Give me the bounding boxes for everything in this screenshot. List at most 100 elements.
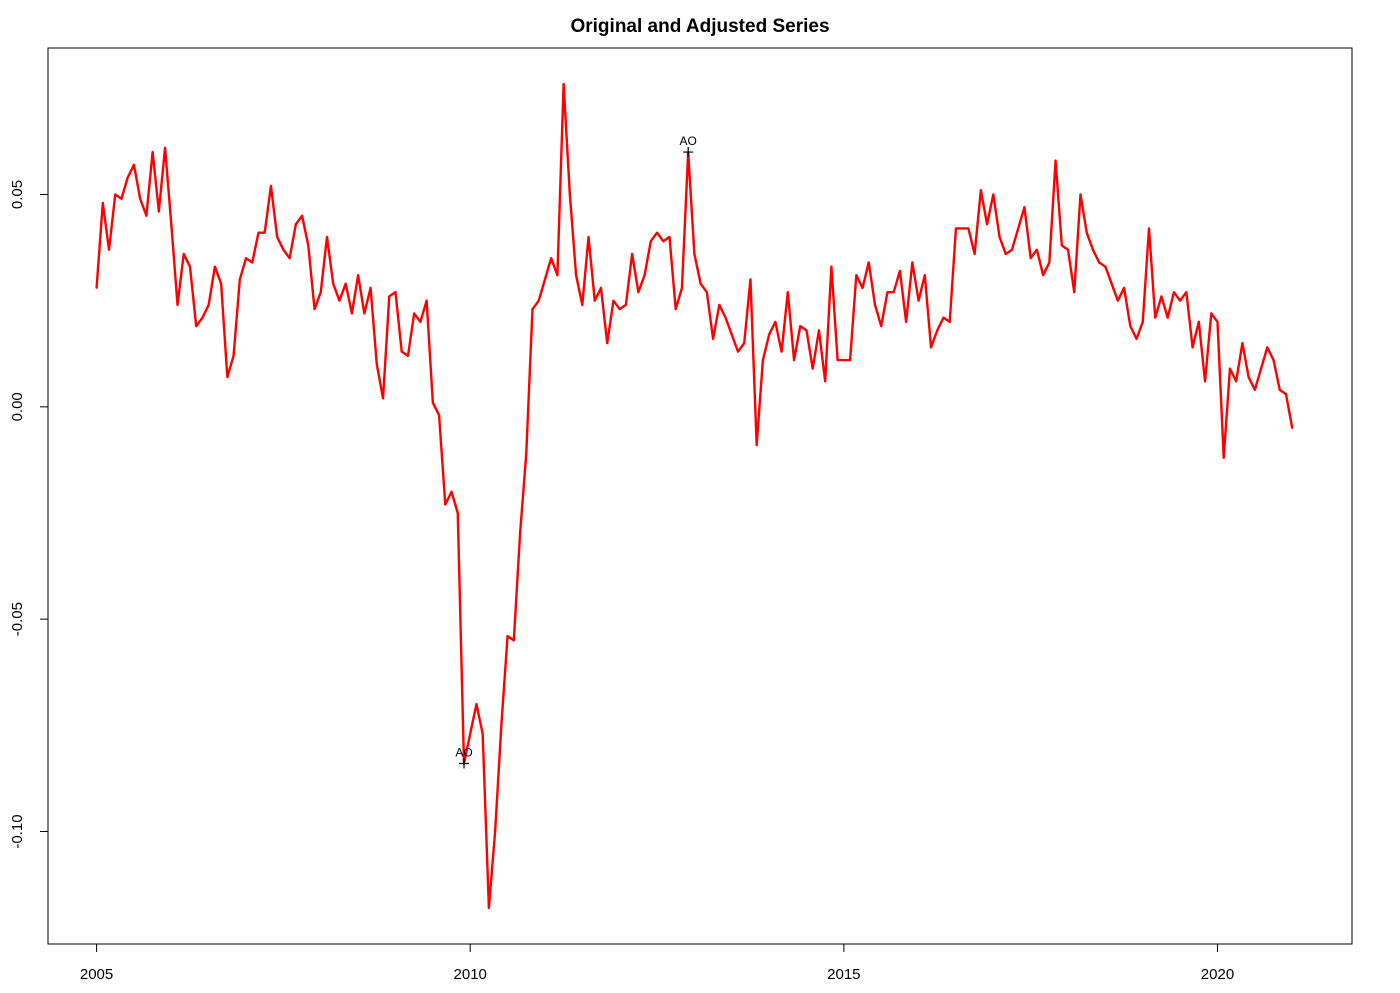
- data-point: [506, 635, 509, 638]
- data-point: [487, 906, 490, 909]
- data-point: [1129, 325, 1132, 328]
- data-point: [786, 291, 789, 294]
- data-point: [164, 146, 167, 149]
- data-point: [886, 291, 889, 294]
- data-point: [986, 223, 989, 226]
- data-point: [1166, 316, 1169, 319]
- data-point: [1010, 248, 1013, 251]
- data-point: [749, 278, 752, 281]
- data-point: [332, 282, 335, 285]
- data-point: [1091, 248, 1094, 251]
- data-point: [780, 350, 783, 353]
- x-tick-label: 2015: [827, 966, 860, 983]
- data-point: [930, 346, 933, 349]
- data-point: [1147, 227, 1150, 230]
- data-point: [1073, 291, 1076, 294]
- x-tick-label: 2005: [80, 966, 113, 983]
- data-point: [220, 282, 223, 285]
- data-point: [301, 214, 304, 217]
- data-point: [481, 732, 484, 735]
- data-point: [1085, 231, 1088, 234]
- chart-title: Original and Adjusted Series: [570, 16, 829, 37]
- data-point: [1054, 159, 1057, 162]
- data-point: [375, 363, 378, 366]
- data-point: [400, 350, 403, 353]
- x-axis: 2005 2010 2015 2020: [80, 944, 1234, 983]
- annotation-layer: AO AO: [455, 134, 697, 769]
- data-point: [269, 185, 272, 188]
- data-point: [581, 303, 584, 306]
- data-point: [388, 295, 391, 298]
- data-point: [1291, 427, 1294, 430]
- data-point: [905, 320, 908, 323]
- data-point: [1048, 261, 1051, 264]
- data-point: [550, 257, 553, 260]
- data-point: [973, 252, 976, 255]
- data-point: [1185, 291, 1188, 294]
- data-point: [768, 333, 771, 336]
- data-point: [114, 193, 117, 196]
- data-point: [1042, 274, 1045, 277]
- data-point: [126, 176, 129, 179]
- data-point: [637, 291, 640, 294]
- data-point: [643, 274, 646, 277]
- series-layer: [95, 82, 1294, 910]
- data-point: [120, 197, 123, 200]
- data-point: [948, 320, 951, 323]
- series-line: [95, 82, 1294, 910]
- data-point: [512, 639, 515, 642]
- data-point: [575, 274, 578, 277]
- data-point: [145, 214, 148, 217]
- data-point: [176, 303, 179, 306]
- data-point: [294, 223, 297, 226]
- data-point: [842, 359, 845, 362]
- data-point: [257, 231, 260, 234]
- data-point: [817, 329, 820, 332]
- data-point: [824, 380, 827, 383]
- data-point: [1067, 248, 1070, 251]
- data-point: [1272, 359, 1275, 362]
- y-tick-label: -0.10: [9, 814, 26, 848]
- data-point: [406, 354, 409, 357]
- data-point: [425, 299, 428, 302]
- data-point: [861, 286, 864, 289]
- data-point: [718, 303, 721, 306]
- data-point: [624, 303, 627, 306]
- data-point: [139, 197, 142, 200]
- data-point: [599, 286, 602, 289]
- outlier-marker: [459, 758, 470, 769]
- data-point: [263, 231, 266, 234]
- data-point: [245, 257, 248, 260]
- data-point: [413, 312, 416, 315]
- data-point: [450, 490, 453, 493]
- data-point: [1172, 291, 1175, 294]
- data-point: [606, 342, 609, 345]
- data-point: [967, 227, 970, 230]
- data-point: [1204, 380, 1207, 383]
- data-point: [736, 350, 739, 353]
- data-point: [593, 299, 596, 302]
- data-point: [1253, 388, 1256, 391]
- data-point: [1141, 320, 1144, 323]
- data-point: [363, 312, 366, 315]
- data-point: [251, 261, 254, 264]
- data-point: [201, 316, 204, 319]
- data-point: [618, 308, 621, 311]
- data-point: [238, 278, 241, 281]
- data-point: [743, 342, 746, 345]
- data-point: [170, 223, 173, 226]
- data-point: [1135, 337, 1138, 340]
- data-point: [1260, 367, 1263, 370]
- outlier-marker: [683, 147, 694, 158]
- data-point: [1197, 320, 1200, 323]
- data-point: [793, 359, 796, 362]
- data-point: [1110, 282, 1113, 285]
- data-point: [1278, 388, 1281, 391]
- y-axis: 0.05 0.00 -0.05 -0.10: [9, 180, 48, 849]
- data-point: [319, 291, 322, 294]
- data-point: [1104, 265, 1107, 268]
- data-point: [562, 83, 565, 86]
- data-point: [431, 401, 434, 404]
- x-tick-label: 2010: [454, 966, 487, 983]
